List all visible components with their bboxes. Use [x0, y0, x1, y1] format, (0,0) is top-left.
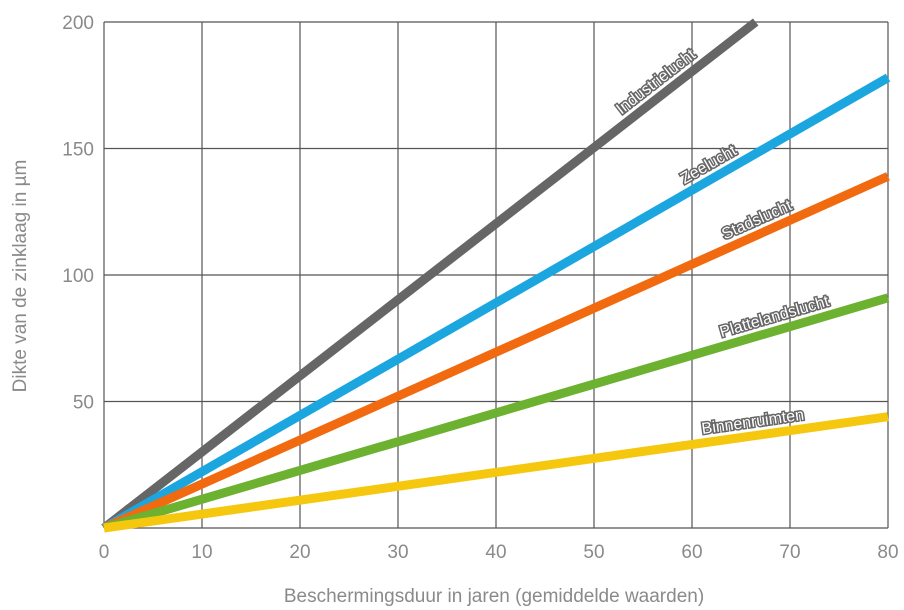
x-tick-label-1: 10	[191, 542, 212, 563]
x-tick-label-7: 70	[779, 542, 800, 563]
series-line-2	[102, 172, 890, 533]
series-line-4	[103, 412, 889, 533]
series-lines	[101, 18, 891, 533]
x-axis-title: Beschermingsduur in jaren (gemiddelde wa…	[284, 586, 704, 607]
x-tick-label-8: 80	[877, 542, 898, 563]
x-tick-label-5: 50	[583, 542, 604, 563]
x-tick-label-6: 60	[681, 542, 702, 563]
y-tick-label-0: 50	[73, 393, 94, 414]
y-tick-label-1: 100	[62, 266, 94, 287]
x-tick-label-0: 0	[99, 542, 110, 563]
x-tick-label-4: 40	[485, 542, 506, 563]
y-tick-label-2: 150	[62, 140, 94, 161]
series-line-3	[102, 293, 890, 533]
x-tick-labels: 0 10 20 30 40 50 60 70 80	[99, 542, 899, 563]
series-label-0: Industrielucht	[613, 46, 699, 118]
grid	[103, 21, 889, 529]
y-tick-labels: 50 100 150 200	[62, 13, 94, 414]
y-axis-title: Dikte van de zinklaag in µm	[10, 160, 31, 393]
series-line-0	[101, 18, 759, 532]
x-tick-label-2: 20	[289, 542, 310, 563]
series-line-1	[101, 73, 891, 532]
y-tick-label-3: 200	[62, 13, 94, 34]
x-tick-label-3: 30	[387, 542, 408, 563]
